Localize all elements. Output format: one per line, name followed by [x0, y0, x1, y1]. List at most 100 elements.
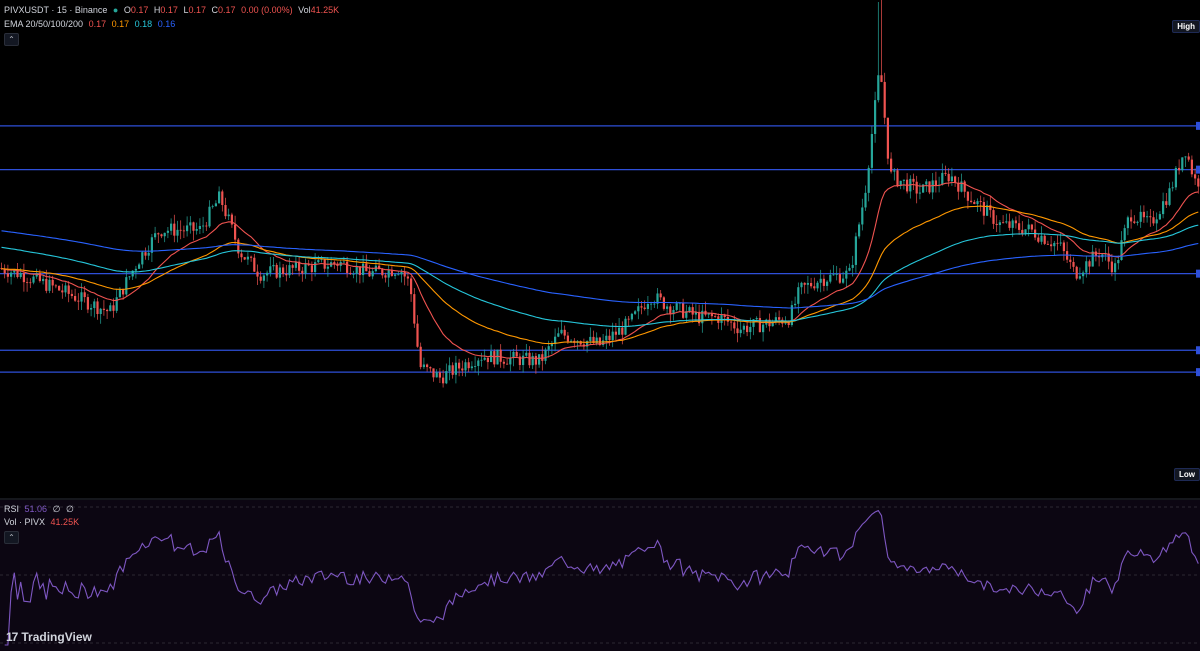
level-handle-3 — [1196, 346, 1200, 355]
tradingview-logo[interactable]: 17 TradingView — [6, 630, 92, 644]
candle-body — [448, 365, 451, 372]
candle-body — [326, 266, 329, 269]
candle-body — [96, 301, 99, 315]
candle-body — [944, 172, 947, 174]
candle-body — [32, 276, 35, 283]
candle-body — [13, 269, 16, 273]
collapse-legend-button[interactable]: ⌃ — [4, 33, 19, 46]
volume-legend-value: 41.25K — [50, 517, 80, 527]
rsi-pane — [0, 498, 1200, 651]
candle-body — [694, 311, 697, 315]
candle-body — [525, 352, 528, 356]
candle-body — [550, 343, 553, 347]
candle-body — [246, 256, 249, 260]
chevron-up-icon: ⌃ — [8, 35, 15, 44]
candle-body — [1043, 235, 1046, 244]
candle-body — [298, 261, 301, 271]
candle-body — [650, 303, 653, 305]
candle-body — [371, 271, 374, 277]
candle-body — [378, 265, 381, 270]
ema-lines — [1, 181, 1199, 360]
candle-body — [1126, 217, 1129, 229]
candle-body — [192, 222, 195, 231]
candle-body — [230, 214, 233, 225]
candle-body — [1021, 229, 1024, 235]
candle-body — [163, 232, 166, 237]
candle-body — [99, 308, 102, 315]
candle-body — [128, 276, 131, 278]
candle-body — [1069, 259, 1072, 262]
candle-body — [973, 201, 976, 205]
rsi-extra1: ∅ — [52, 504, 61, 514]
candle-body — [970, 200, 973, 202]
candle-body — [211, 206, 214, 208]
candle-body — [426, 364, 429, 368]
candle-body — [317, 260, 320, 263]
candle-body — [288, 265, 291, 276]
candle-body — [838, 274, 841, 283]
candle-body — [234, 224, 237, 240]
candle-body — [778, 317, 781, 320]
candle-body — [870, 133, 873, 168]
candle-body — [131, 270, 134, 277]
candle-body — [80, 292, 83, 302]
candle-body — [566, 335, 569, 342]
candle-body — [10, 272, 13, 277]
candle-body — [672, 309, 675, 315]
candle-body — [358, 266, 361, 276]
candle-body — [515, 351, 518, 357]
candle-body — [342, 261, 345, 263]
candle-body — [470, 366, 473, 369]
open-value: 0.17 — [130, 5, 149, 15]
candle-body — [880, 75, 883, 82]
candle-body — [890, 158, 893, 172]
candle-body — [646, 304, 649, 309]
candle-body — [637, 306, 640, 312]
candle-body — [304, 263, 307, 274]
candle-body — [429, 367, 432, 369]
candle-body — [925, 181, 928, 185]
candle-body — [176, 229, 179, 236]
candle-body — [38, 273, 41, 282]
collapse-pane-button[interactable]: ⌃ — [4, 531, 19, 544]
candle-body — [58, 286, 61, 291]
candle-body — [976, 201, 979, 205]
candle-body — [854, 236, 857, 265]
ema-legend: EMA 20/50/100/200 0.17 0.17 0.18 0.16 — [4, 18, 178, 30]
candle-body — [474, 366, 477, 367]
candle-body — [931, 180, 934, 193]
candle-body — [592, 336, 595, 343]
candle-body — [86, 297, 89, 310]
candle-body — [1149, 216, 1152, 218]
candle-body — [1040, 235, 1043, 242]
candle-body — [723, 315, 726, 318]
candle-body — [397, 274, 400, 276]
candle-body — [1056, 242, 1059, 244]
candle-body — [1197, 178, 1200, 187]
candle-body — [874, 100, 877, 134]
candle-body — [301, 270, 304, 274]
volume-value: 41.25K — [310, 5, 340, 15]
level-handle-1 — [1196, 165, 1200, 174]
candle-body — [934, 180, 937, 186]
rsi-extra2: ∅ — [65, 504, 74, 514]
candle-body — [307, 263, 310, 266]
candle-body — [256, 271, 259, 277]
candle-body — [138, 264, 141, 269]
candle-body — [518, 356, 521, 366]
candle-body — [454, 362, 457, 375]
candle-body — [154, 233, 157, 238]
candle-body — [675, 303, 678, 310]
candle-body — [22, 272, 25, 283]
candle-body — [733, 322, 736, 329]
candle-body — [771, 322, 774, 327]
candle-body — [614, 331, 617, 335]
ema20-line — [1, 181, 1199, 360]
candle-body — [688, 307, 691, 312]
candle-body — [48, 279, 51, 291]
candle-body — [918, 192, 921, 194]
candle-body — [1110, 261, 1113, 273]
candle-body — [486, 357, 489, 363]
candle-body — [1091, 251, 1094, 267]
